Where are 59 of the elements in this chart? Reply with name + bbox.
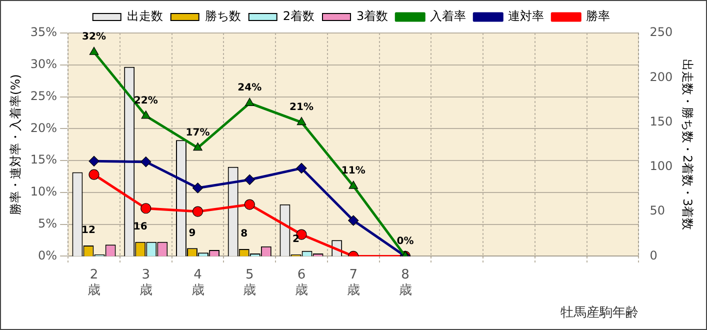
point [193,142,202,151]
point [140,156,152,168]
y2-tick-label: 100 [650,159,673,174]
y-tick-label: 25% [30,88,58,103]
data-label: 11% [341,166,366,177]
point [141,110,151,119]
legend-label: 3着数 [356,9,388,24]
x-tick-label: 3歳 [139,267,152,298]
point [348,180,358,189]
point [88,169,100,180]
point [88,156,100,166]
y-tick-label: 5% [38,216,58,230]
y2-tick-label: 0 [650,248,658,262]
x-axis-title: 牡馬産駒年齢 [560,304,639,321]
x-tick-label: 6歳 [295,267,308,298]
legend-label: 入着率 [430,9,466,24]
point [192,206,204,217]
y-tick-label: 20% [30,120,58,135]
y-tick-label: 0% [38,248,58,262]
x-tick-label: 5歳 [243,267,256,298]
point [296,116,306,126]
point [245,98,254,106]
legend-label: 2着数 [282,9,315,24]
data-label: 0% [396,236,414,247]
point [244,199,255,210]
y2-tick-label: 150 [650,114,673,128]
data-label: 21% [290,102,314,113]
y-axis-title: 勝率・連対率・入着率(%) [8,74,22,215]
data-label: 16 [133,222,148,233]
y2-axis-title: 出走数・勝ち数・2着数・3着数 [680,58,695,230]
y2-tick-label: 250 [650,25,673,40]
data-label: 9 [188,228,196,239]
y-tick-label: 15% [30,152,58,167]
data-label: 24% [238,82,262,94]
y2-tick-label: 200 [650,70,673,84]
data-label: 17% [186,127,210,138]
data-label: 8 [240,228,248,240]
point [244,174,255,185]
x-tick-label: 2歳 [88,267,101,298]
data-label: 2 [292,234,300,246]
legend-label: 勝ち数 [204,9,241,24]
legend-label: 出走数 [126,9,163,24]
point [348,215,359,226]
point [192,182,204,194]
data-label: 12 [82,225,96,236]
x-tick-label: 8歳 [398,267,412,298]
point [140,203,152,214]
y-tick-label: 10% [30,184,58,199]
point [89,46,99,55]
y2-tick-label: 50 [650,204,665,218]
legend-label: 勝率 [586,9,610,24]
x-tick-label: 4歳 [191,267,204,298]
legend-label: 連対率 [508,9,544,24]
x-tick-label: 7歳 [346,267,360,298]
point [296,162,307,174]
data-label: 32% [82,32,106,43]
y-tick-label: 30% [30,57,58,72]
y-tick-label: 35% [30,25,58,40]
data-label: 22% [134,95,158,106]
